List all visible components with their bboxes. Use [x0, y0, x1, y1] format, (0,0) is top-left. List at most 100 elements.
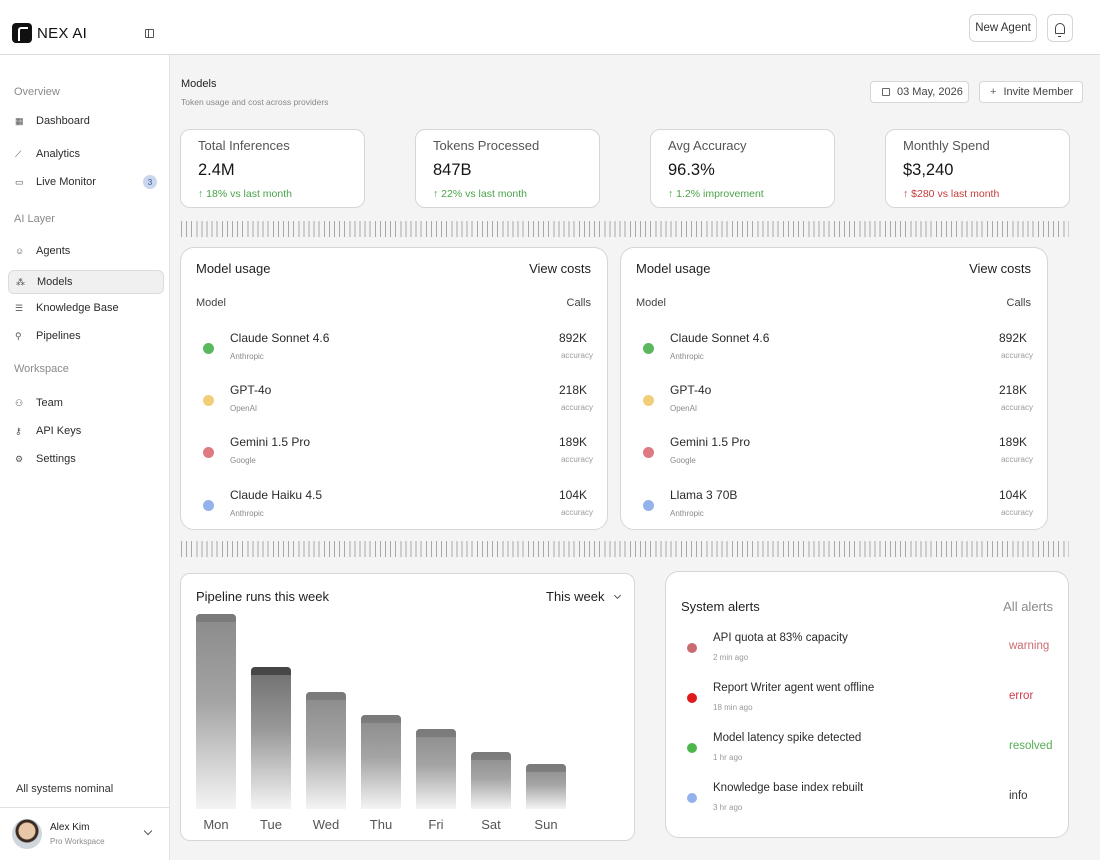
model-accuracy: accuracy [560, 351, 593, 360]
sidebar-item-label: Analytics [36, 148, 81, 160]
model-row[interactable]: GPT-4o OpenAI 218K accuracy [621, 383, 1049, 427]
stat-label: Total Inferences [198, 138, 290, 153]
alert-status: info [1009, 790, 1028, 802]
all-alerts-link[interactable]: All alerts [1003, 599, 1053, 614]
model-name: Gemini 1.5 Pro [670, 435, 751, 449]
system-alerts-card: System alerts All alerts API quota at 83… [665, 571, 1069, 838]
stat-value: 96.3% [668, 161, 715, 179]
model-row[interactable]: Gemini 1.5 Pro Google 189K accuracy [621, 435, 1049, 479]
model-accuracy: accuracy [560, 508, 593, 517]
model-row[interactable]: GPT-4o OpenAI 218K accuracy [181, 383, 609, 427]
view-costs-link[interactable]: View costs [969, 261, 1031, 276]
team-icon: ⚇ [15, 397, 24, 408]
sidebar-item-label: Team [36, 397, 63, 409]
status-dot [687, 743, 697, 753]
bar-wed[interactable] [306, 692, 346, 809]
sidebar-item-analytics[interactable]: ⟋ Analytics [8, 142, 164, 166]
new-agent-button[interactable]: New Agent [969, 14, 1037, 42]
pipeline-icon: ⚲ [15, 330, 22, 341]
model-name: Gemini 1.5 Pro [230, 435, 311, 449]
model-row[interactable]: Claude Sonnet 4.6 Anthropic 892K accurac… [621, 331, 1049, 375]
invite-label: Invite Member [1003, 86, 1074, 98]
bar-thu[interactable] [361, 715, 401, 809]
model-calls: 892K [998, 331, 1027, 345]
sidebar-item-label: Models [37, 276, 73, 288]
model-calls: 104K [558, 488, 587, 502]
alert-status: warning [1009, 640, 1050, 652]
stat-label: Tokens Processed [433, 138, 540, 153]
sidebar-item-live-monitor[interactable]: ▭ Live Monitor 3 [8, 170, 164, 194]
alert-status: error [1009, 690, 1034, 702]
model-name: GPT-4o [230, 383, 272, 397]
x-tick-label: Thu [369, 817, 393, 832]
database-icon: ☰ [15, 302, 24, 313]
stat-card-tokens-processed: Tokens Processed 847B ↑ 22% vs last mont… [415, 129, 600, 208]
sidebar-item-agents[interactable]: ☺ Agents [8, 239, 164, 263]
stat-delta: ↑ $280 vs last month [903, 188, 1000, 200]
bar-fri[interactable] [416, 729, 456, 809]
divider-ticks [181, 221, 1069, 237]
sidebar-item-api-keys[interactable]: ⚷ API Keys [8, 419, 164, 443]
sidebar-item-dashboard[interactable]: ▦ Dashboard [8, 109, 164, 133]
top-bar: NEX AI New Agent [0, 0, 1100, 55]
alert-item[interactable]: Model latency spike detected 1 hr ago re… [666, 732, 1070, 772]
invite-member-button[interactable]: + Invite Member [979, 81, 1083, 103]
stat-card-monthly-spend: Monthly Spend $3,240 ↑ $280 vs last mont… [885, 129, 1070, 208]
model-row[interactable]: Claude Sonnet 4.6 Anthropic 892K accurac… [181, 331, 609, 375]
bell-icon [1055, 22, 1065, 37]
x-tick-label: Mon [203, 817, 229, 832]
user-menu[interactable]: Alex Kim Pro Workspace [0, 807, 170, 860]
stat-card-avg-accuracy: Avg Accuracy 96.3% ↑ 1.2% improvement [650, 129, 835, 208]
x-tick-label: Tue [260, 817, 282, 832]
alert-item[interactable]: Knowledge base index rebuilt 3 hr ago in… [666, 782, 1070, 822]
model-provider: OpenAI [670, 404, 698, 413]
model-row[interactable]: Claude Haiku 4.5 Anthropic 104K accuracy [181, 488, 609, 532]
user-workspace: Pro Workspace [50, 837, 105, 846]
alert-time: 1 hr ago [713, 753, 743, 762]
model-accuracy: accuracy [560, 455, 593, 464]
view-costs-link[interactable]: View costs [529, 261, 591, 276]
model-provider: Anthropic [670, 509, 704, 518]
status-dot [203, 500, 214, 511]
sidebar-section-workspace: Workspace [14, 363, 69, 375]
model-provider: OpenAI [230, 404, 258, 413]
sidebar-item-label: Dashboard [36, 115, 90, 127]
model-row[interactable]: Llama 3 70B Anthropic 104K accuracy [621, 488, 1049, 532]
model-calls: 189K [558, 435, 587, 449]
sidebar-item-knowledge-base[interactable]: ☰ Knowledge Base [8, 296, 164, 320]
sidebar: Overview ▦ Dashboard ⟋ Analytics ▭ Live … [0, 55, 170, 860]
sidebar-item-models[interactable]: ⁂ Models [8, 270, 164, 294]
alert-item[interactable]: API quota at 83% capacity 2 min ago warn… [666, 632, 1070, 672]
notifications-button[interactable] [1047, 14, 1073, 42]
model-calls: 189K [998, 435, 1027, 449]
avatar [12, 819, 42, 849]
model-calls: 104K [998, 488, 1027, 502]
sidebar-item-settings[interactable]: ⚙ Settings [8, 447, 164, 471]
stat-delta: ↑ 1.2% improvement [668, 188, 764, 200]
model-usage-card: Model usage View costs Model Calls Claud… [620, 247, 1048, 530]
alert-time: 2 min ago [713, 653, 749, 662]
chevron-down-icon [613, 591, 622, 600]
model-row[interactable]: Gemini 1.5 Pro Google 189K accuracy [181, 435, 609, 479]
stat-card-total-inferences: Total Inferences 2.4M ↑ 18% vs last mont… [180, 129, 365, 208]
status-dot [643, 500, 654, 511]
model-name: Llama 3 70B [670, 488, 738, 502]
date-label: 03 May, 2026 [897, 86, 963, 98]
model-provider: Anthropic [230, 509, 264, 518]
model-accuracy: accuracy [1000, 351, 1033, 360]
plus-icon: + [990, 86, 997, 98]
model-provider: Google [230, 456, 256, 465]
sidebar-toggle-icon[interactable] [145, 29, 154, 38]
sidebar-item-pipelines[interactable]: ⚲ Pipelines [8, 324, 164, 348]
bar-sun[interactable] [526, 764, 566, 809]
sidebar-item-label: Pipelines [36, 330, 81, 342]
bar-tue[interactable] [251, 667, 291, 809]
model-provider: Google [670, 456, 696, 465]
alert-item[interactable]: Report Writer agent went offline 18 min … [666, 682, 1070, 722]
status-dot [203, 447, 214, 458]
date-picker-button[interactable]: 03 May, 2026 [870, 81, 969, 103]
week-filter-dropdown[interactable]: This week [546, 589, 605, 604]
sidebar-item-team[interactable]: ⚇ Team [8, 391, 164, 415]
bar-sat[interactable] [471, 752, 511, 809]
bar-mon[interactable] [196, 614, 236, 809]
